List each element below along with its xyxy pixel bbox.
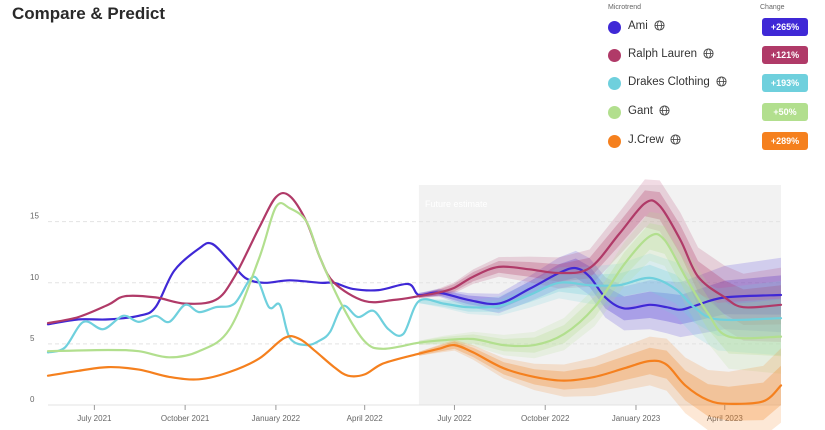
series-color-dot	[608, 106, 621, 119]
globe-icon[interactable]	[716, 76, 727, 87]
y-tick-label: 10	[30, 273, 39, 282]
change-badge: +193%	[762, 74, 808, 92]
legend-item-label: Ami	[628, 20, 648, 32]
change-badge: +289%	[762, 132, 808, 150]
forecast-band-outer	[418, 253, 781, 356]
x-tick-label: July 2022	[437, 414, 472, 423]
x-tick-label: January 2022	[252, 414, 301, 423]
legend-item-label: J.Crew	[628, 134, 664, 146]
x-tick-label: April 2022	[347, 414, 384, 423]
series-line-gant	[46, 201, 783, 359]
legend-item-label: Ralph Lauren	[628, 48, 698, 60]
series-color-dot	[608, 135, 621, 148]
legend-item-ralph-lauren[interactable]: Ralph Lauren +121%	[608, 46, 818, 66]
y-tick-label: 5	[30, 334, 35, 343]
forecast-band-inner	[418, 341, 781, 421]
legend-header-microtrend: Microtrend	[608, 4, 642, 11]
change-badge: +121%	[762, 46, 808, 64]
x-tick-label: April 2023	[707, 414, 744, 423]
x-tick-label: July 2021	[77, 414, 112, 423]
series-line-ami	[46, 241, 783, 326]
legend-item-j-crew[interactable]: J.Crew +289%	[608, 132, 818, 152]
page-title: Compare & Predict	[12, 4, 166, 23]
globe-icon[interactable]	[659, 105, 670, 116]
globe-icon[interactable]	[670, 134, 681, 145]
forecast-band-outer	[418, 211, 781, 374]
series-line-drakes-clothing	[46, 275, 783, 354]
legend: Microtrend Change Ami +265% Ralph Lauren…	[608, 0, 818, 160]
y-tick-label: 0	[30, 395, 35, 404]
legend-item-drakes-clothing[interactable]: Drakes Clothing +193%	[608, 74, 818, 94]
series-color-dot	[608, 77, 621, 90]
x-tick-label: October 2022	[521, 414, 570, 423]
legend-item-label: Drakes Clothing	[628, 76, 710, 88]
legend-item-ami[interactable]: Ami +265%	[608, 18, 818, 38]
series-color-dot	[608, 49, 621, 62]
forecast-band-outer	[418, 336, 781, 430]
series-line-j-crew	[46, 335, 783, 406]
forecast-band-outer	[418, 250, 781, 338]
series-line-ralph-lauren	[46, 191, 783, 325]
legend-header-change: Change	[760, 4, 785, 11]
change-badge: +50%	[762, 103, 808, 121]
legend-item-label: Gant	[628, 105, 653, 117]
x-tick-label: October 2021	[161, 414, 210, 423]
legend-item-gant[interactable]: Gant +50%	[608, 103, 818, 123]
future-estimate-label: Future estimate	[425, 199, 488, 209]
forecast-band-outer	[418, 179, 781, 342]
globe-icon[interactable]	[703, 48, 714, 59]
series-color-dot	[608, 21, 621, 34]
y-tick-label: 15	[30, 212, 39, 221]
globe-icon[interactable]	[654, 20, 665, 31]
x-tick-label: January 2023	[612, 414, 661, 423]
change-badge: +265%	[762, 18, 808, 36]
